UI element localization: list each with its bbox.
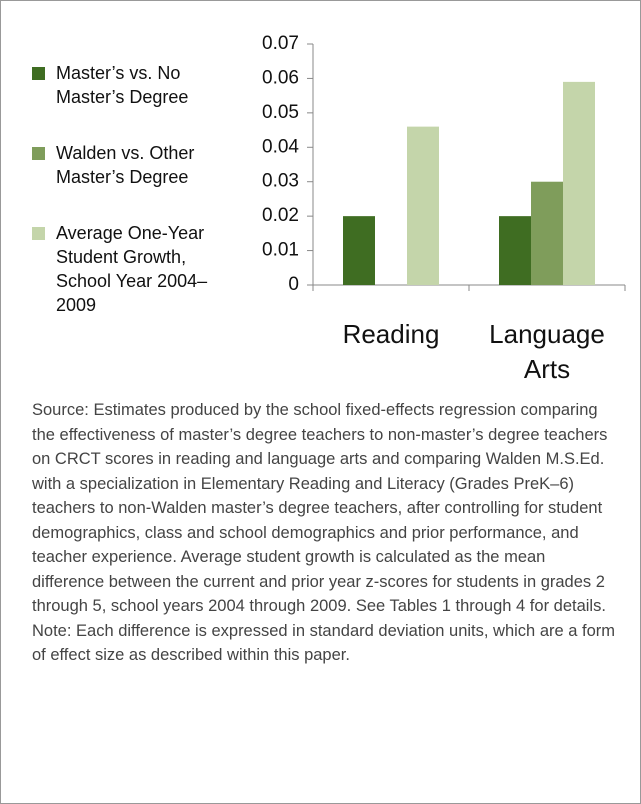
bar [563, 81, 595, 285]
x-tick-label: Language Arts [489, 319, 605, 384]
bar [499, 216, 531, 285]
y-tick-label: 0.07 [262, 33, 299, 54]
legend-swatch [32, 67, 45, 80]
legend-label: Average One-Year Student Growth, School … [56, 223, 208, 315]
y-tick-label: 0.05 [262, 102, 299, 123]
y-tick-label: 0.04 [262, 136, 299, 157]
bar [407, 126, 439, 285]
legend-swatch [32, 227, 45, 240]
y-tick-label: 0 [288, 274, 299, 295]
legend-label: Walden vs. Other Master’s Degree [56, 143, 195, 187]
plot: 0 0.01 0.02 0.03 0.04 0.05 0.06 0.07 [262, 33, 626, 295]
legend-swatch [32, 147, 45, 160]
x-tick-label: Reading [342, 319, 440, 349]
y-tick-label: 0.01 [262, 240, 299, 261]
y-tick-label: 0.06 [262, 67, 299, 88]
bar [343, 216, 375, 285]
y-tick-label: 0.02 [262, 205, 299, 226]
source-note: Source: Estimates produced by the school… [32, 401, 616, 664]
bar [531, 181, 563, 285]
y-tick-label: 0.03 [262, 171, 299, 192]
legend-label: Master’s vs. No Master’s Degree [56, 63, 189, 107]
